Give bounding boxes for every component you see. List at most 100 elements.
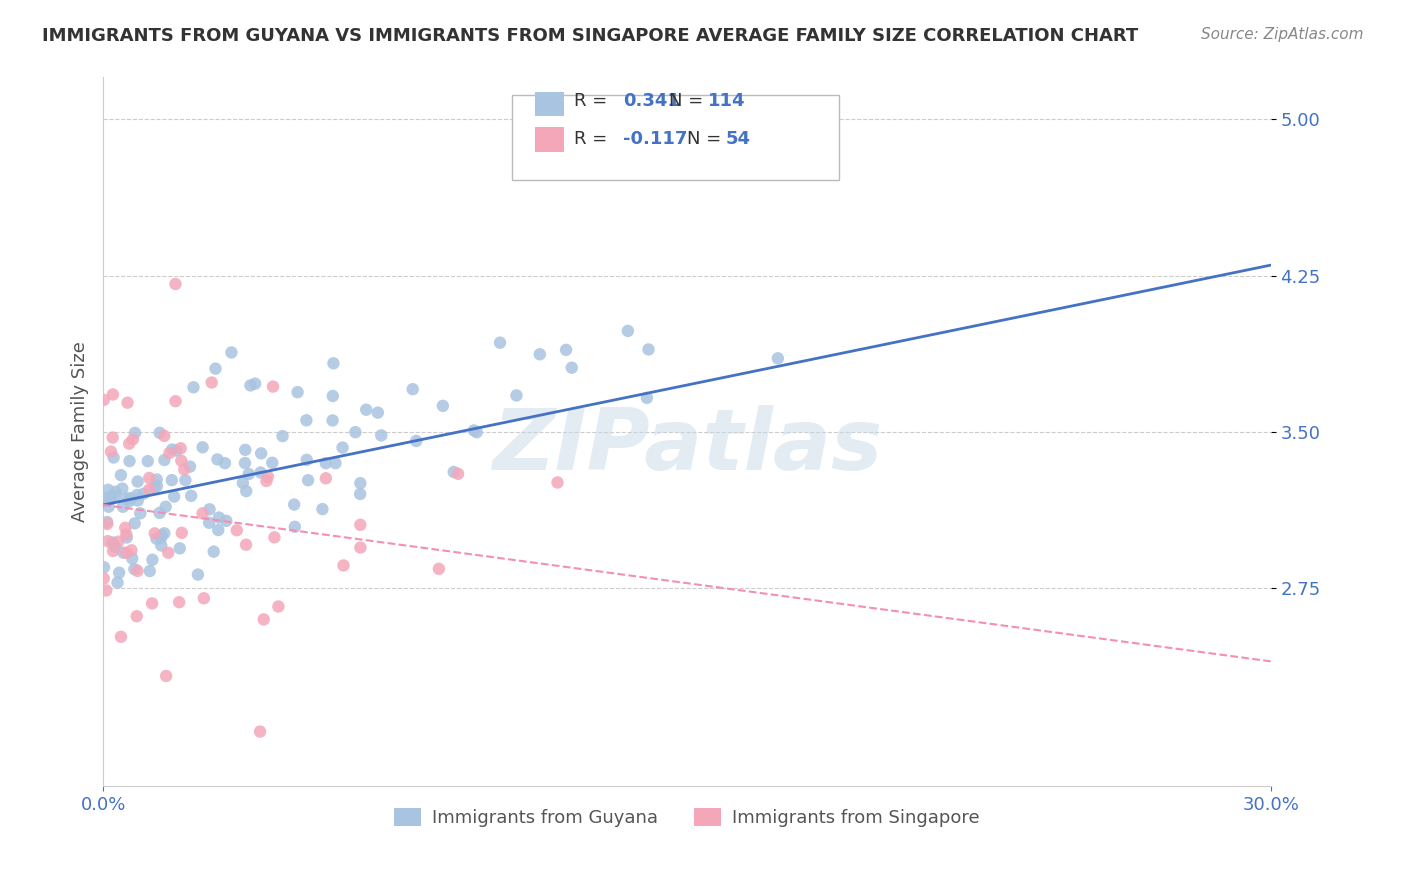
Point [111,482,134,496]
Text: ZIPatlas: ZIPatlas [492,405,882,488]
Point [110,630,132,644]
Point [118,454,141,468]
Point [249,466,271,480]
Point [127,488,149,502]
Point [146,479,169,493]
Point [96,515,118,529]
Text: N =: N = [688,130,721,148]
Point [96,583,118,598]
Point [202,544,225,558]
Point [267,599,290,614]
Point [138,471,160,485]
Point [125,609,148,624]
Point [463,424,485,438]
Point [98,491,121,506]
Point [295,453,318,467]
Point [235,484,257,499]
Point [160,442,183,457]
Point [160,473,183,487]
Point [344,425,367,439]
Point [104,540,127,554]
Point [108,566,131,580]
Point [112,546,135,560]
FancyBboxPatch shape [512,95,839,180]
Point [136,454,159,468]
Point [215,514,238,528]
Point [547,475,569,490]
Text: 0.341: 0.341 [623,92,679,110]
Point [101,431,124,445]
Point [370,428,392,442]
Point [233,456,256,470]
Point [121,551,143,566]
Point [637,343,659,357]
Point [198,516,221,530]
Point [104,489,127,503]
Text: 54: 54 [725,130,751,148]
Point [93,392,115,407]
Point [322,356,344,370]
Point [138,483,160,497]
Point [127,493,149,508]
Point [141,596,163,610]
Point [96,516,118,531]
Point [332,558,354,573]
Point [529,347,551,361]
Point [287,385,309,400]
Point [232,475,254,490]
Point [465,425,488,440]
Legend: Immigrants from Guyana, Immigrants from Singapore: Immigrants from Guyana, Immigrants from … [387,800,987,834]
Point [150,538,173,552]
Point [169,541,191,556]
Point [489,335,512,350]
Point [170,525,193,540]
Point [204,361,226,376]
Point [179,459,201,474]
Point [115,527,138,541]
Point [243,376,266,391]
Text: -0.117: -0.117 [623,130,688,148]
Point [122,432,145,446]
Point [183,380,205,394]
Point [201,376,224,390]
Point [208,510,231,524]
Point [127,475,149,489]
Point [198,502,221,516]
Point [174,473,197,487]
Point [129,506,152,520]
Point [163,490,186,504]
Point [100,490,122,504]
Point [101,535,124,549]
Text: N =: N = [669,92,703,110]
Point [115,546,138,560]
Point [191,440,214,454]
Point [271,429,294,443]
Point [120,491,142,506]
Point [124,562,146,576]
Point [249,724,271,739]
Point [225,523,247,537]
Point [96,491,118,506]
Point [101,387,124,401]
Point [349,476,371,491]
Point [114,521,136,535]
Point [263,530,285,544]
Point [221,345,243,359]
Point [143,480,166,494]
Point [180,489,202,503]
Point [262,379,284,393]
Point [124,516,146,531]
Point [118,494,141,508]
Point [103,450,125,465]
Point [103,538,125,552]
Point [555,343,578,357]
Point [315,471,337,485]
Point [284,520,307,534]
Point [325,456,347,470]
Point [157,546,180,560]
Point [297,473,319,487]
Point [104,484,127,499]
Point [139,564,162,578]
Point [93,560,115,574]
Point [354,402,377,417]
